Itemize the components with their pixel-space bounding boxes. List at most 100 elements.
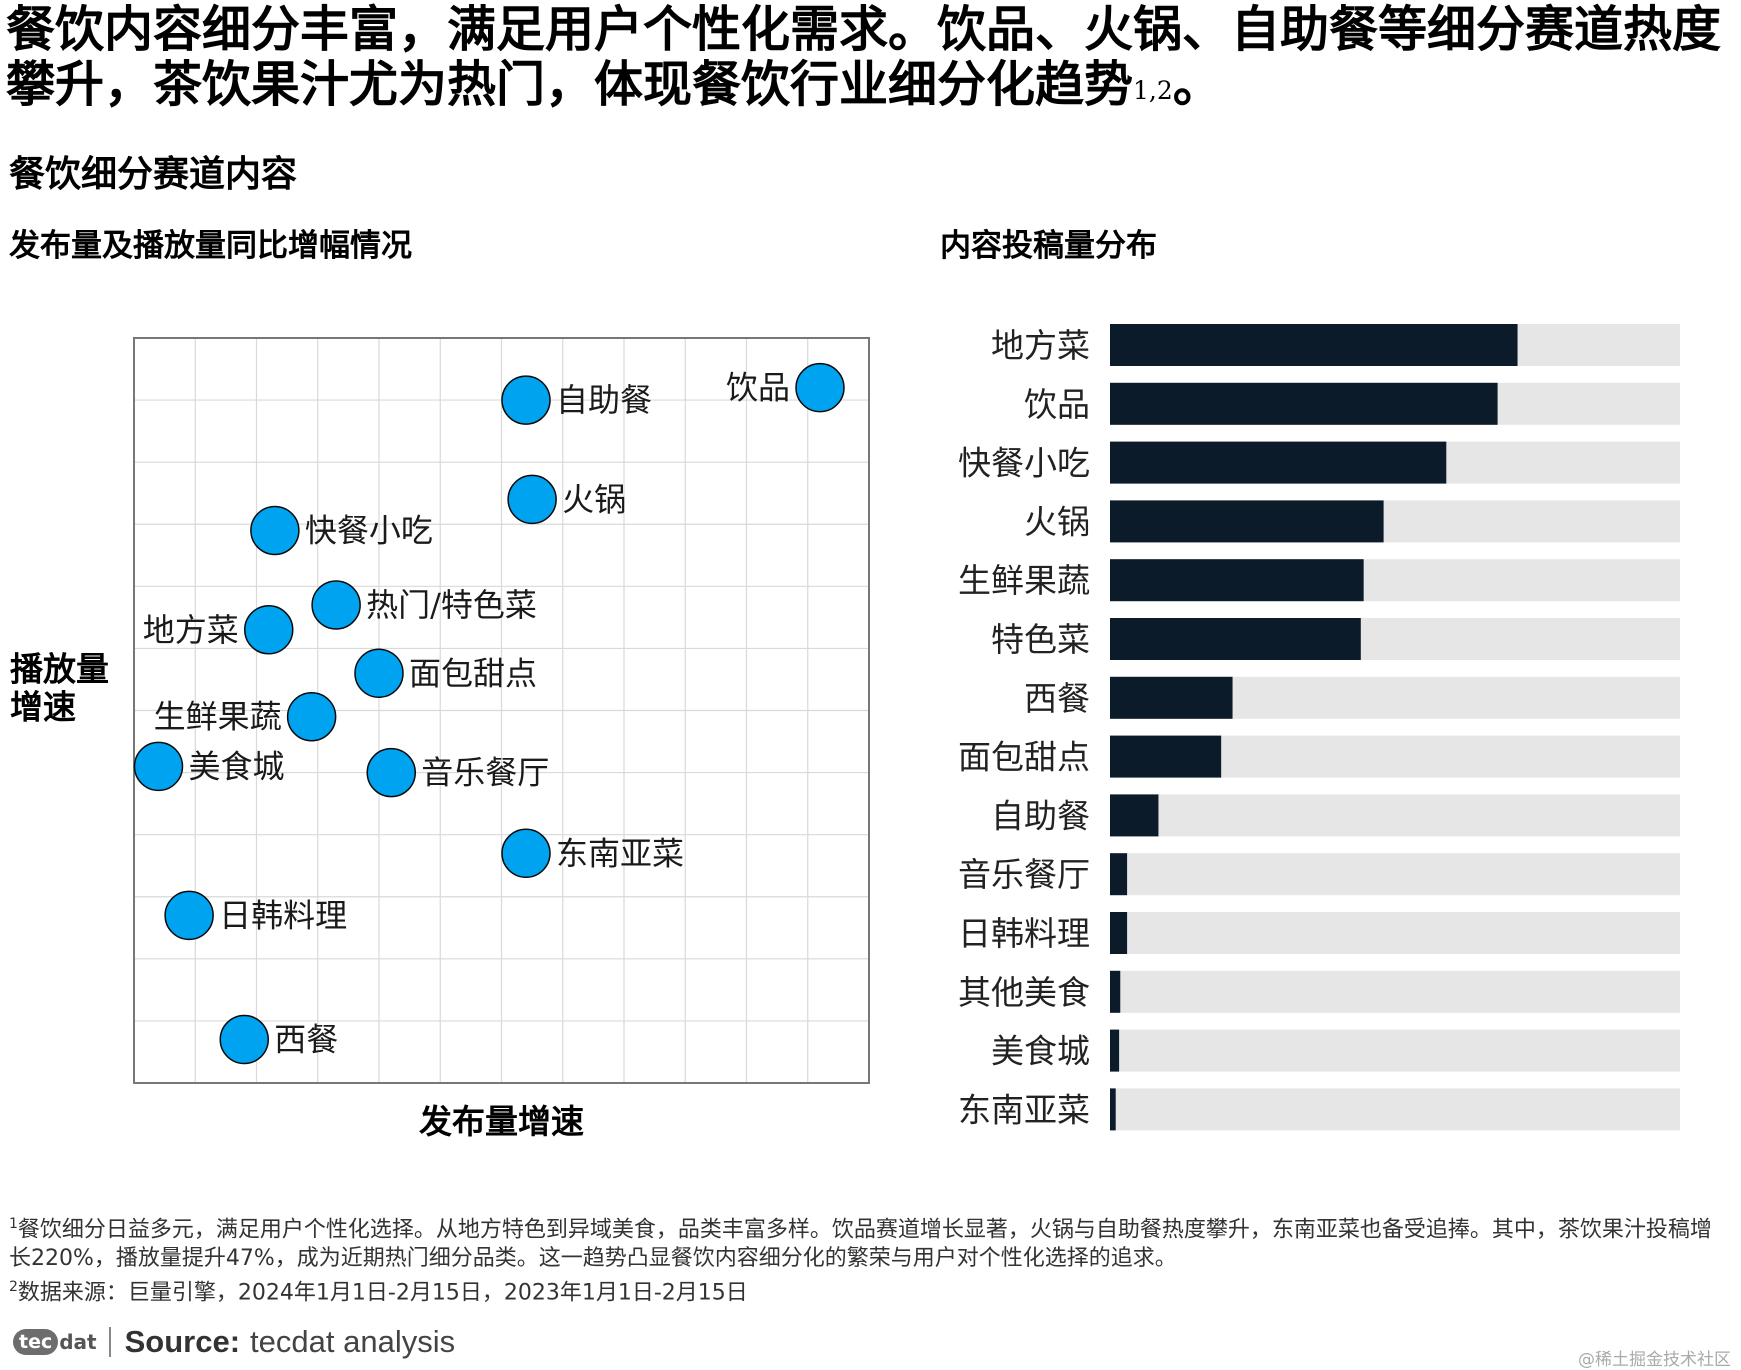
source-text: tecdat analysis [250,1324,456,1359]
bar-track [1110,794,1680,837]
bar-category-label: 西餐 [1024,679,1090,718]
bar-category-label: 火锅 [1024,502,1090,541]
bar[interactable] [1110,324,1518,366]
scatter-point[interactable] [219,1014,269,1065]
scatter-point-group: 热门/特色菜 [311,580,537,630]
scatter-point-label: 美食城 [189,747,285,785]
bar-chart-title: 内容投稿量分布 [940,228,1157,264]
scatter-point-label: 地方菜 [143,611,239,649]
headline-text: 餐饮内容细分丰富，满足用户个性化需求。饮品、火锅、自助餐等细分赛道热度攀升，茶饮… [6,0,1722,113]
bar[interactable] [1110,1088,1116,1131]
scatter-point[interactable] [286,691,337,742]
bar-row: 东南亚菜 [958,1088,1680,1131]
bar-category-label: 快餐小吃 [958,444,1090,483]
scatter-point[interactable] [795,362,845,413]
scatter-grid [134,338,869,1083]
footnotes: 1餐饮细分日益多元，满足用户个性化选择。从地方特色到异域美食，品类丰富多样。饮品… [9,1210,1724,1308]
scatter-point[interactable] [507,474,557,525]
scatter-point-label: 面包甜点 [409,654,537,692]
headline-footnote-ref: 1,2 [1133,76,1173,105]
bar[interactable] [1110,559,1364,602]
footnote-1: 1餐饮细分日益多元，满足用户个性化选择。从地方特色到异域美食，品类丰富多样。饮品… [9,1210,1724,1273]
scatter-point-label: 西餐 [274,1021,338,1059]
scatter-point-label: 火锅 [562,480,626,518]
section-title: 餐饮细分赛道内容 [9,153,298,195]
scatter-point-label: 自助餐 [556,381,652,419]
source-line: tec dat Source: tecdat analysis [9,1322,455,1362]
scatter-point-label: 快餐小吃 [305,511,433,549]
bar-track [1110,1088,1680,1131]
bar-track [1110,1029,1680,1072]
bar[interactable] [1110,853,1128,896]
logo-rest: dat [59,1330,97,1354]
bar-row: 日韩料理 [958,912,1680,954]
bar-track [1110,970,1680,1013]
scatter-point[interactable] [501,375,551,425]
scatter-chart-title: 发布量及播放量同比增幅情况 [9,228,412,264]
bar-row: 特色菜 [991,618,1680,660]
scatter-point-group: 日韩料理 [164,890,347,941]
headline-end: 。 [1172,55,1222,113]
bar[interactable] [1110,676,1233,719]
bar-track [1110,853,1680,896]
scatter-point[interactable] [366,747,416,798]
bar[interactable] [1110,382,1498,425]
scatter-point-group: 面包甜点 [354,648,537,698]
scatter-point[interactable] [354,648,404,698]
bar-row: 面包甜点 [958,735,1680,778]
footnote-1-mark: 1 [9,1216,18,1232]
scatter-point-label: 生鲜果蔬 [154,698,282,736]
bar-row: 西餐 [1024,676,1680,719]
bar[interactable] [1110,500,1384,543]
scatter-point-group: 自助餐 [501,375,652,425]
scatter-point-group: 地方菜 [143,605,294,655]
bar[interactable] [1110,735,1222,778]
bar[interactable] [1110,618,1361,660]
scatter-point-label: 音乐餐厅 [421,754,549,792]
scatter-plot-frame [133,337,870,1084]
bar[interactable] [1110,794,1159,837]
scatter-point[interactable] [250,505,300,556]
bar-row: 音乐餐厅 [958,853,1680,896]
footnote-1-text: 餐饮细分日益多元，满足用户个性化选择。从地方特色到异域美食，品类丰富多样。饮品赛… [9,1217,1712,1272]
bar[interactable] [1110,970,1121,1013]
footnote-2-mark: 2 [9,1279,18,1296]
scatter-point-label: 饮品 [726,369,790,407]
bar-category-label: 美食城 [991,1032,1090,1071]
bar-row: 地方菜 [991,324,1680,366]
bar-row: 自助餐 [991,794,1680,837]
bar[interactable] [1110,912,1128,954]
bar-chart: 地方菜饮品快餐小吃火锅生鲜果蔬特色菜西餐面包甜点自助餐音乐餐厅日韩料理其他美食美… [958,324,1680,1131]
tecdat-logo: tec dat [9,1324,103,1360]
bar-category-label: 地方菜 [991,326,1090,365]
scatter-point[interactable] [311,580,361,630]
bar-row: 生鲜果蔬 [958,559,1680,602]
scatter-point-label: 热门/特色菜 [366,586,537,624]
bar-row: 快餐小吃 [958,441,1680,484]
bar-category-label: 东南亚菜 [958,1090,1090,1129]
bar-rows: 地方菜饮品快餐小吃火锅生鲜果蔬特色菜西餐面包甜点自助餐音乐餐厅日韩料理其他美食美… [958,324,1680,1131]
scatter-point[interactable] [244,605,294,655]
scatter-point[interactable] [133,741,184,792]
y-axis-title: 播放量增速 [10,650,109,727]
scatter-point-group: 东南亚菜 [501,828,684,879]
source-prefix: Source: [124,1324,241,1359]
scatter-point[interactable] [501,828,551,879]
logo-divider [108,1327,111,1357]
bar-row: 火锅 [1024,500,1680,543]
logo-badge: tec [13,1329,59,1355]
bar-category-label: 自助餐 [991,796,1090,835]
scatter-point-group: 饮品 [726,362,845,413]
bar-category-label: 面包甜点 [958,738,1090,777]
scatter-point[interactable] [164,890,214,941]
scatter-point-group: 快餐小吃 [250,505,433,556]
bar-category-label: 日韩料理 [958,914,1090,953]
bar[interactable] [1110,441,1447,484]
scatter-point-group: 美食城 [133,741,285,792]
bar-category-label: 饮品 [1024,385,1090,424]
scatter-point-group: 音乐餐厅 [366,747,549,798]
y-axis-title-line: 增速 [10,688,76,727]
bar[interactable] [1110,1029,1120,1072]
scatter-point-label: 日韩料理 [219,896,347,934]
